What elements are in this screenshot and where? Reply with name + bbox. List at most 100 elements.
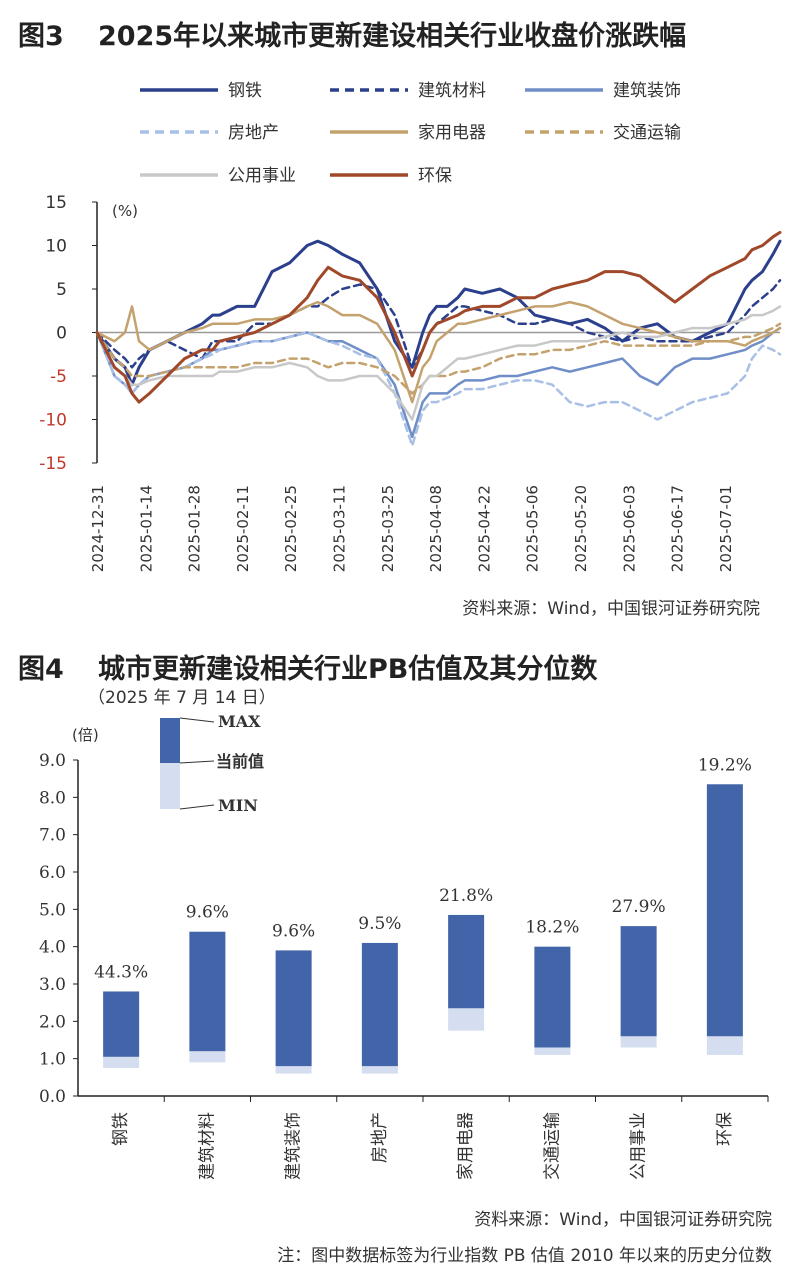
percentile-label-3: 9.6% (272, 921, 315, 941)
bar-max-segment-1 (103, 991, 140, 1057)
bar-y-tick-label: 7.0 (39, 826, 66, 846)
bar-y-tick-label: 0.0 (39, 1087, 66, 1107)
x-tick-label: 2025-05-20 (572, 485, 590, 572)
category-label-3: 建筑装饰 (284, 1112, 304, 1180)
y-tick-label: -15 (39, 454, 67, 474)
y-tick-label: -10 (39, 411, 67, 431)
legend-current-pointer (179, 760, 215, 764)
bar-min-segment-4 (361, 1066, 398, 1074)
x-tick-label: 2025-01-14 (137, 485, 155, 572)
legend-min-label: MIN (218, 796, 258, 815)
x-tick-label: 2025-06-17 (669, 485, 687, 572)
bar-y-tick-label: 9.0 (39, 751, 66, 771)
series-line-1 (95, 239, 782, 387)
legend-label-8: 环保 (418, 166, 452, 186)
x-tick-label: 2025-03-25 (379, 485, 397, 572)
bar-y-tick-label: 3.0 (39, 975, 66, 995)
y-tick-label: -5 (50, 367, 67, 387)
bar-max-segment-4 (361, 942, 398, 1067)
fig3-source: 资料来源：Wind，中国银河证券研究院 (462, 599, 760, 619)
percentile-label-8: 19.2% (698, 755, 752, 775)
bar-chart-bars: 44.3% 9.6% 9.6% 9.5% 21.8% 18.2% 27.9% 19.2% (94, 755, 752, 1074)
fig3-number: 图3 (18, 21, 64, 52)
y-tick-label: 5 (56, 280, 67, 300)
bar-max-segment-8 (706, 784, 743, 1037)
fig4-note: 注：图中数据标签为行业指数 PB 估值 2010 年以来的历史分位数 (277, 1246, 772, 1266)
category-label-1: 钢铁 (111, 1112, 131, 1146)
legend-label-3: 建筑装饰 (613, 81, 681, 101)
bar-y-tick-label: 5.0 (39, 900, 66, 920)
bar-min-segment-8 (706, 1036, 743, 1055)
x-tick-label: 2025-02-11 (234, 485, 252, 572)
percentile-label-5: 21.8% (439, 886, 493, 906)
y-tick-label: 15 (45, 193, 67, 213)
bar-min-segment-1 (103, 1056, 140, 1068)
category-label-6: 交通运输 (542, 1112, 562, 1180)
bar-chart-axes: 0.0 1.0 2.0 3.0 4.0 5.0 6.0 7.0 8.0 9.0 钢铁 建筑材料 建筑装饰… (39, 751, 769, 1180)
bar-y-tick-label: 8.0 (39, 788, 66, 808)
series-line-7 (95, 305, 782, 421)
legend-min-pointer (179, 804, 215, 810)
legend-label-6: 交通运输 (613, 123, 681, 143)
bar-y-tick-label: 4.0 (39, 938, 66, 958)
fig4-title: 图4 城市更新建设相关行业PB估值及其分位数 (18, 647, 597, 686)
x-tick-label: 2025-03-11 (331, 485, 349, 572)
legend-min-swatch (160, 763, 180, 809)
category-label-4: 房地产 (370, 1112, 390, 1163)
bar-min-segment-7 (620, 1036, 657, 1048)
category-label-2: 建筑材料 (197, 1112, 217, 1180)
series-line-5 (95, 300, 782, 404)
bar-max-segment-3 (275, 950, 312, 1067)
legend-current-label: 当前值 (216, 752, 264, 771)
legend-label-1: 钢铁 (228, 81, 262, 101)
fig4-number: 图4 (18, 654, 64, 685)
bar-y-axis-unit: (倍) (72, 726, 99, 744)
x-tick-label: 2025-01-28 (186, 485, 204, 572)
x-tick-label: 2025-05-06 (524, 485, 542, 572)
x-tick-label: 2025-04-08 (427, 485, 445, 572)
legend-label-7: 公用事业 (228, 166, 296, 186)
bar-max-segment-7 (620, 926, 657, 1037)
percentile-label-4: 9.5% (358, 914, 401, 934)
bar-max-segment-5 (448, 914, 485, 1009)
bar-chart: (倍) MAX 当前值 MIN 0.0 1.0 2.0 3.0 4.0 5.0 6.0 7.0… (39, 712, 769, 1180)
bar-max-segment-6 (534, 946, 571, 1048)
fig3-title: 图3 2025年以来城市更新建设相关行业收盘价涨跌幅 (18, 14, 686, 53)
percentile-label-7: 27.9% (612, 897, 666, 917)
bar-y-tick-label: 2.0 (39, 1012, 66, 1032)
series-line-4 (95, 331, 782, 447)
x-tick-label: 2025-02-25 (282, 485, 300, 572)
fig4-title-text: 城市更新建设相关行业PB估值及其分位数 (98, 654, 598, 685)
percentile-label-1: 44.3% (94, 962, 148, 982)
bar-min-segment-6 (534, 1047, 571, 1055)
legend-label-4: 房地产 (228, 123, 279, 143)
fig4-subtitle: （2025 年 7 月 14 日） (88, 688, 276, 708)
bar-max-segment-2 (189, 931, 226, 1052)
bar-min-segment-5 (448, 1008, 485, 1031)
x-tick-label: 2024-12-31 (89, 485, 107, 572)
legend-max-swatch (160, 718, 180, 763)
percentile-label-6: 18.2% (525, 918, 579, 938)
bar-legend: MAX 当前值 MIN (160, 712, 264, 815)
x-tick-label: 2025-06-03 (620, 485, 638, 572)
legend-label-2: 建筑材料 (418, 81, 486, 101)
line-chart-series (95, 230, 782, 447)
category-label-8: 环保 (715, 1112, 735, 1146)
legend-max-pointer (179, 717, 215, 723)
legend-label-5: 家用电器 (418, 123, 486, 143)
fig4-source: 资料来源：Wind，中国银河证券研究院 (474, 1210, 772, 1230)
y-tick-label: 0 (56, 324, 67, 344)
category-label-7: 公用事业 (629, 1112, 649, 1180)
x-tick-label: 2025-07-01 (717, 485, 735, 572)
y-axis-unit: (%) (112, 202, 138, 220)
bar-min-segment-2 (189, 1051, 226, 1063)
percentile-label-2: 9.6% (186, 903, 229, 923)
bar-min-segment-3 (275, 1066, 312, 1074)
bar-y-tick-label: 6.0 (39, 863, 66, 883)
y-tick-label: 10 (45, 237, 67, 257)
category-label-5: 家用电器 (456, 1112, 476, 1180)
bar-y-tick-label: 1.0 (39, 1050, 66, 1070)
line-chart-axes: 15 10 5 0 -5 -10 -15 2024-12-31 2025-01-14 2025-0… (39, 193, 780, 572)
fig3-title-text: 2025年以来城市更新建设相关行业收盘价涨跌幅 (98, 21, 687, 52)
